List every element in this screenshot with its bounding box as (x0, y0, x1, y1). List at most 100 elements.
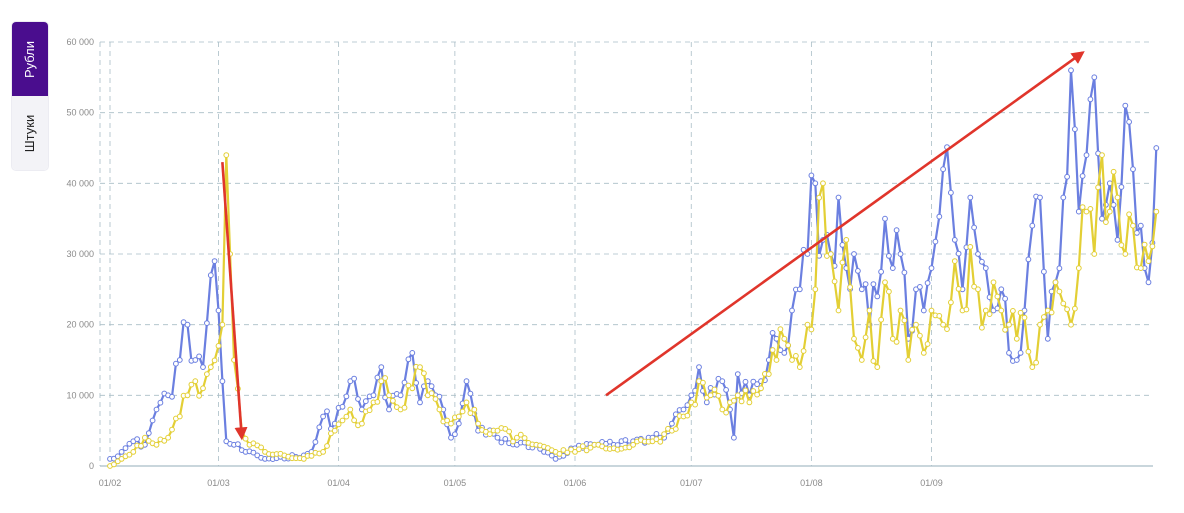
data-point-blue (940, 166, 946, 173)
trend-arrow (221, 162, 248, 441)
data-point-yellow (707, 392, 714, 399)
data-point-blue (200, 364, 206, 371)
data-point-yellow (944, 326, 950, 333)
data-point-yellow (886, 288, 892, 295)
y-tick-label: 10 000 (66, 390, 94, 400)
data-point-blue (982, 265, 989, 272)
data-point-blue (688, 392, 695, 399)
rubles-toggle-button[interactable]: Рубли (12, 22, 48, 96)
data-point-blue (1083, 152, 1090, 159)
data-point-blue (734, 371, 741, 378)
data-point-blue (1110, 202, 1117, 208)
data-point-blue (355, 396, 361, 402)
data-point-yellow (800, 348, 807, 354)
data-point-blue (886, 253, 892, 259)
data-point-yellow (878, 316, 884, 323)
data-point-blue (789, 307, 795, 314)
data-point-blue (889, 265, 896, 272)
data-point-yellow (1103, 219, 1109, 226)
grid-lines (99, 41, 1153, 467)
data-point-yellow (657, 438, 664, 445)
data-point-yellow (448, 420, 454, 427)
data-point-blue (397, 392, 404, 399)
data-point-yellow (153, 441, 160, 448)
data-point-yellow (734, 392, 741, 399)
data-point-blue (812, 180, 819, 187)
y-tick-label: 60 000 (66, 37, 94, 47)
data-point-blue (796, 286, 803, 293)
data-point-yellow (455, 413, 462, 420)
data-point-blue (882, 215, 888, 222)
data-point-blue (607, 438, 613, 445)
data-point-yellow (700, 379, 706, 386)
data-point-blue (312, 439, 319, 445)
data-point-yellow (765, 371, 772, 378)
data-point-blue (951, 237, 958, 243)
data-point-yellow (421, 370, 427, 377)
data-point-blue (653, 431, 660, 437)
data-point-yellow (1122, 251, 1129, 257)
annotation-layer (221, 51, 1085, 441)
data-point-blue (176, 357, 183, 363)
axis-labels: 0 10 000 20 000 30 000 40 000 50 000 60 000 01/… (66, 37, 942, 488)
data-point-yellow (436, 406, 443, 413)
data-point-yellow (184, 392, 191, 399)
data-point-blue (1056, 265, 1063, 272)
data-point-yellow (971, 283, 977, 290)
data-point-blue (936, 213, 943, 220)
data-point-blue (428, 383, 435, 390)
data-point-yellow (940, 321, 946, 328)
data-point-blue (378, 364, 385, 371)
data-point-blue (835, 194, 842, 201)
data-point-yellow (1029, 364, 1036, 371)
data-point-yellow (843, 237, 850, 243)
data-point-yellow (428, 390, 435, 397)
data-point-blue (1134, 230, 1140, 236)
data-point-blue (858, 286, 865, 293)
data-point-yellow (459, 408, 466, 415)
data-point-blue (1025, 256, 1032, 263)
y-tick-label: 30 000 (66, 249, 94, 259)
data-point-blue (731, 434, 737, 441)
data-point-blue (452, 431, 458, 438)
data-point-blue (1099, 215, 1105, 222)
data-point-yellow (409, 385, 416, 392)
x-tick-label: 01/06 (564, 478, 587, 488)
data-point-blue (320, 413, 327, 420)
data-point-yellow (769, 347, 776, 353)
data-point-yellow (1072, 305, 1078, 312)
data-point-blue (192, 357, 199, 363)
data-point-yellow (719, 406, 726, 413)
data-point-blue (1029, 222, 1036, 229)
data-point-blue (448, 434, 454, 441)
data-point-blue (1041, 268, 1047, 275)
data-point-yellow (347, 406, 354, 413)
data-point-blue (370, 392, 377, 399)
data-point-yellow (738, 398, 745, 405)
data-point-blue (207, 272, 214, 279)
data-point-yellow (1145, 258, 1152, 265)
data-point-blue (928, 265, 935, 272)
data-point-blue (145, 430, 152, 437)
data-point-yellow (1126, 211, 1132, 218)
data-point-blue (1013, 357, 1020, 363)
data-point-yellow (204, 371, 210, 378)
data-point-yellow (928, 307, 935, 314)
pieces-toggle-button[interactable]: Штуки (12, 96, 48, 170)
data-point-yellow (308, 453, 315, 459)
data-point-yellow (1060, 300, 1067, 307)
data-point-yellow (1021, 314, 1028, 321)
data-point-yellow (223, 152, 230, 159)
data-point-blue (184, 321, 191, 328)
data-point-yellow (692, 401, 698, 408)
data-point-yellow (1110, 168, 1117, 175)
data-point-yellow (471, 406, 478, 413)
data-point-yellow (820, 180, 826, 187)
data-point-yellow (893, 339, 900, 345)
data-point-yellow (510, 438, 516, 445)
series-yellow (107, 152, 1160, 469)
data-point-yellow (506, 428, 513, 435)
data-point-blue (680, 406, 687, 413)
data-point-yellow (1025, 348, 1032, 355)
data-point-yellow (1114, 194, 1121, 201)
